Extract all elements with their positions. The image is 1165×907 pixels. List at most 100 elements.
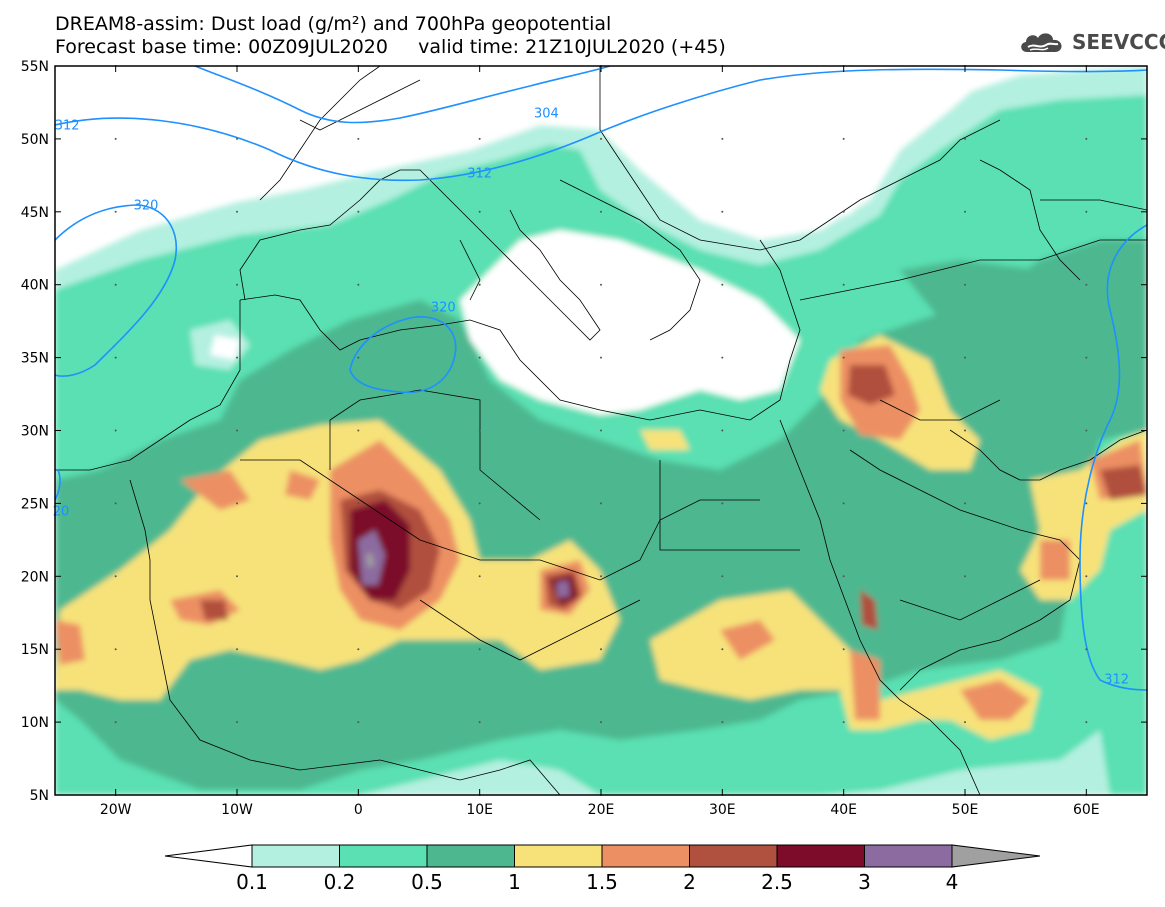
grid-dot — [478, 283, 481, 286]
grid-dot — [478, 648, 481, 651]
contour-labels: 304 312 312 320 320 20 312 — [53, 107, 1129, 688]
dust-band-2 — [200, 365, 1147, 630]
map-title-line2: Forecast base time: 00Z09JUL2020 valid t… — [55, 36, 726, 58]
grid-dot — [721, 429, 724, 432]
logo-text: SEEVCCC — [1072, 30, 1165, 54]
grid-dot — [357, 356, 360, 359]
grid-dot — [357, 137, 360, 140]
grid-dot — [721, 210, 724, 213]
lon-tick-label: 10W — [221, 802, 253, 818]
colorbar-swatch — [339, 844, 428, 868]
colorbar-label: 4 — [946, 870, 959, 894]
grid-dot — [357, 721, 360, 724]
grid-dot — [1085, 575, 1088, 578]
grid-dot — [721, 356, 724, 359]
contour-label: 320 — [134, 199, 159, 214]
colorbar-label: 0.2 — [324, 870, 356, 894]
grid-dot — [600, 721, 602, 724]
grid-dot — [114, 356, 117, 359]
colorbar-label: 3 — [858, 870, 871, 894]
grid-dot — [236, 575, 238, 578]
grid-dot — [114, 283, 117, 286]
grid-dot — [114, 721, 117, 724]
grid-dot — [478, 210, 481, 213]
lat-tick-label: 5N — [30, 788, 49, 804]
grid-dot — [600, 429, 602, 432]
lat-tick-label: 25N — [21, 496, 49, 512]
grid-dot — [842, 137, 845, 140]
grid-dot — [964, 283, 966, 286]
lat-tick-label: 10N — [21, 715, 49, 731]
grid-dot — [721, 502, 724, 505]
grid-dot — [357, 575, 360, 578]
lat-tick-label: 35N — [21, 351, 49, 367]
grid-dot — [114, 210, 117, 213]
grid-dot — [478, 429, 481, 432]
grid-dot — [842, 575, 845, 578]
colorbar-label: 1 — [508, 870, 521, 894]
colorbar-swatch — [426, 844, 515, 868]
grid-dot — [600, 283, 602, 286]
grid-dot — [114, 137, 117, 140]
grid-dot — [478, 356, 481, 359]
colorbar-swatch — [689, 844, 778, 868]
grid-dot — [1085, 210, 1088, 213]
grid-dot — [964, 502, 966, 505]
grid-dot — [842, 429, 845, 432]
grid-dot — [1085, 502, 1088, 505]
grid-dot — [114, 575, 117, 578]
grid-dot — [721, 283, 724, 286]
colorbar-label: 2 — [683, 870, 696, 894]
contour-label: 304 — [534, 107, 559, 122]
grid-dot — [236, 137, 238, 140]
geopotential-contours — [55, 66, 1147, 691]
grid-dot — [236, 502, 238, 505]
grid-dot — [721, 721, 724, 724]
grid-dot — [600, 575, 602, 578]
lat-tick-label: 45N — [21, 205, 49, 221]
grid-dot — [600, 502, 602, 505]
colorbar-label: 0.1 — [236, 870, 268, 894]
grid-dot — [478, 575, 481, 578]
colorbar-label: 2.5 — [761, 870, 793, 894]
grid-dot — [964, 721, 966, 724]
colorbar-label: 1.5 — [586, 870, 618, 894]
grid-dot — [236, 648, 238, 651]
colorbar-under-triangle — [164, 844, 253, 868]
grid-dot — [236, 721, 238, 724]
grid-dot — [478, 137, 481, 140]
lat-tick-label: 15N — [21, 642, 49, 658]
grid-dot — [600, 137, 602, 140]
cloud-logo-icon — [1021, 33, 1062, 52]
grid-dot — [478, 502, 481, 505]
axis-labels: 55N 50N 45N 40N 35N 30N 25N 20N 15N 10N 5N 20W 10W 0 1… — [21, 59, 1147, 818]
grid-dot — [114, 648, 117, 651]
grid-dot — [236, 429, 238, 432]
grid-dot — [357, 502, 360, 505]
lon-tick-label: 0 — [354, 802, 363, 818]
contour-label: 312 — [1104, 672, 1129, 687]
grid-dot — [964, 137, 966, 140]
grid-dot — [357, 648, 360, 651]
grid-dot — [842, 502, 845, 505]
colorbar-label: 0.5 — [411, 870, 443, 894]
dust-band-2.5 — [350, 500, 578, 605]
lon-tick-label: 50E — [952, 802, 979, 818]
grid-dot — [236, 356, 238, 359]
grid-dot — [721, 575, 724, 578]
lon-tick-label: 30E — [709, 802, 736, 818]
grid-dot — [1085, 429, 1088, 432]
map-title-line1: DREAM8-assim: Dust load (g/m²) and 700hP… — [55, 13, 612, 35]
colorbar-swatch — [864, 844, 953, 868]
grid-dot — [842, 356, 845, 359]
grid-dot — [721, 648, 724, 651]
grid-dot — [1085, 283, 1088, 286]
lon-tick-label: 20W — [100, 802, 132, 818]
grid-dot — [114, 429, 117, 432]
contour-label: 312 — [467, 166, 492, 181]
grid-dot — [357, 429, 360, 432]
grid-dot — [236, 283, 238, 286]
lon-tick-label: 40E — [830, 802, 857, 818]
grid-dot — [842, 210, 845, 213]
